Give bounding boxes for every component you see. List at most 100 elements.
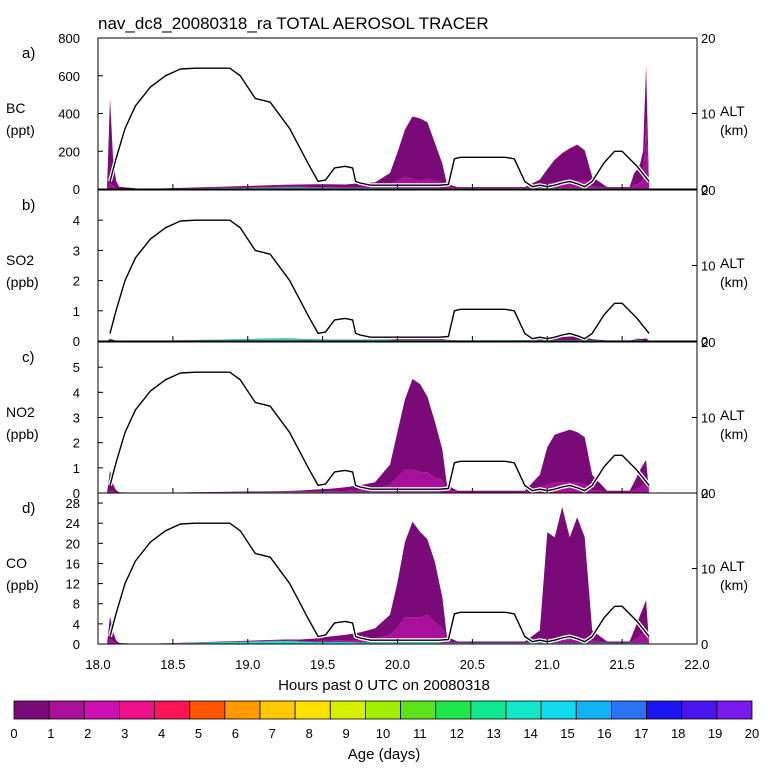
no2-ytick-label-0: 0 <box>73 486 80 501</box>
so2-alttick-label-20: 20 <box>701 183 715 198</box>
so2-ytick-label-1: 1 <box>73 304 80 319</box>
x-tick-label-19.5: 19.5 <box>310 657 335 672</box>
x-axis: 18.0 18.5 19.0 19.5 20.0 20.5 21.0 21.5 22.0 <box>85 657 709 672</box>
color-swatch-7 <box>259 700 296 720</box>
x-tick-label-21.0: 21.0 <box>535 657 560 672</box>
x-tick-label-21.5: 21.5 <box>609 657 634 672</box>
so2-unit-label: (ppb) <box>6 274 39 290</box>
color-tick-label-9: 9 <box>342 726 349 741</box>
co-ytick-label-20: 20 <box>66 536 80 551</box>
no2-age-1-2-area <box>107 469 650 493</box>
color-tick-label-0: 0 <box>10 726 17 741</box>
x-tick-label-18.0: 18.0 <box>85 657 110 672</box>
color-tick-label-17: 17 <box>634 726 648 741</box>
no2-panel-letter: c) <box>22 349 35 366</box>
color-tick-label-8: 8 <box>306 726 313 741</box>
color-tick-label-15: 15 <box>560 726 574 741</box>
color-swatch-17 <box>611 700 647 720</box>
bc-alt-unit: (km) <box>720 122 748 138</box>
color-tick-label-14: 14 <box>523 726 537 741</box>
bc-ytick-label-400: 400 <box>58 107 80 122</box>
color-tick-label-16: 16 <box>597 726 611 741</box>
co-species-label: CO <box>6 555 27 571</box>
so2-ytick-label-4: 4 <box>73 213 80 228</box>
co-alttick-label-10: 10 <box>701 562 715 577</box>
bc-alttick-label-20: 20 <box>701 31 715 46</box>
so2-species-label: SO2 <box>6 252 34 268</box>
color-swatch-14 <box>505 700 542 720</box>
so2-alt-unit: (km) <box>720 274 748 290</box>
x-axis-title: Hours past 0 UTC on 20080318 <box>278 677 490 694</box>
bc-ytick-label-200: 200 <box>58 144 80 159</box>
co-ytick-label-24: 24 <box>66 516 80 531</box>
color-swatch-16 <box>575 700 612 720</box>
no2-age-0-1-area <box>107 379 650 493</box>
color-tick-label-6: 6 <box>232 726 239 741</box>
color-swatch-10 <box>365 700 401 720</box>
no2-ytick-label-1: 1 <box>73 461 80 476</box>
no2-alttick-label-20: 20 <box>701 335 715 350</box>
panels: 020040060080001020a)BC(ppt)ALT(km)012340… <box>6 31 748 652</box>
bc-alttick-label-0: 0 <box>701 182 708 197</box>
co-ytick-label-12: 12 <box>66 577 80 592</box>
color-tick-label-18: 18 <box>671 726 685 741</box>
color-swatch-13 <box>470 700 507 720</box>
color-tick-label-2: 2 <box>84 726 91 741</box>
bc-panel-letter: a) <box>22 45 35 62</box>
color-tick-label-10: 10 <box>376 726 390 741</box>
color-swatch-6 <box>224 700 261 720</box>
x-tick-label-19.0: 19.0 <box>235 657 260 672</box>
co-alt-label: ALT <box>720 558 745 574</box>
color-tick-label-20: 20 <box>745 726 759 741</box>
color-swatch-1 <box>48 700 85 720</box>
x-tick-label-20.0: 20.0 <box>385 657 410 672</box>
color-tick-label-4: 4 <box>158 726 165 741</box>
co-alttick-label-20: 20 <box>701 486 715 501</box>
bc-ytick-label-0: 0 <box>73 182 80 197</box>
co-ytick-label-8: 8 <box>73 597 80 612</box>
color-swatch-20 <box>716 700 753 720</box>
no2-ytick-label-3: 3 <box>73 411 80 426</box>
no2-unit-label: (ppb) <box>6 426 39 442</box>
bc-species-label: BC <box>6 100 25 116</box>
panel-no2: 0 1 2 3 4 5 0 10 20 c) NO2 (ppb) ALT (km) <box>6 335 748 501</box>
color-tick-label-3: 3 <box>121 726 128 741</box>
color-tick-label-13: 13 <box>486 726 500 741</box>
color-swatch-18 <box>646 700 683 720</box>
bc-alt-label: ALT <box>720 103 745 119</box>
bc-age-0-1-area <box>107 65 650 189</box>
bc-altitude-line <box>109 67 650 188</box>
so2-plot-frame <box>97 189 698 342</box>
no2-alt-label: ALT <box>720 407 745 423</box>
color-swatch-15 <box>540 700 577 720</box>
panel-so2: 0 1 2 3 4 0 10 20 b) SO2 (ppb) ALT (km) <box>6 183 748 349</box>
color-tick-label-5: 5 <box>195 726 202 741</box>
color-tick-label-12: 12 <box>450 726 464 741</box>
co-alt-unit: (km) <box>720 577 748 593</box>
no2-alt-unit: (km) <box>720 426 748 442</box>
co-ytick-label-16: 16 <box>66 556 80 571</box>
no2-ytick-label-5: 5 <box>73 360 80 375</box>
color-tick-label-7: 7 <box>269 726 276 741</box>
so2-alt-label: ALT <box>720 255 745 271</box>
co-unit-label: (ppb) <box>6 577 39 593</box>
so2-panel-letter: b) <box>22 197 35 214</box>
no2-altitude-line <box>109 371 650 492</box>
so2-ytick-label-2: 2 <box>73 274 80 289</box>
so2-altitude-halo <box>108 218 651 341</box>
co-ytick-label-4: 4 <box>73 617 80 632</box>
color-swatch-4 <box>154 700 191 720</box>
color-swatch-11 <box>400 700 437 720</box>
bc-alttick-label-10: 10 <box>701 107 715 122</box>
co-panel-letter: d) <box>22 500 35 517</box>
panel-bc: 0 200 400 600 800 0 10 20 a) BC (ppt) ALT (km) <box>6 31 748 197</box>
color-swatch-19 <box>681 700 718 720</box>
bc-ytick-label-800: 800 <box>58 31 80 46</box>
co-ytick-label-0: 0 <box>73 637 80 652</box>
no2-ytick-label-4: 4 <box>73 385 80 400</box>
co-altitude-line <box>109 522 650 643</box>
so2-ytick-label-3: 3 <box>73 243 80 258</box>
color-swatch-5 <box>189 700 226 720</box>
